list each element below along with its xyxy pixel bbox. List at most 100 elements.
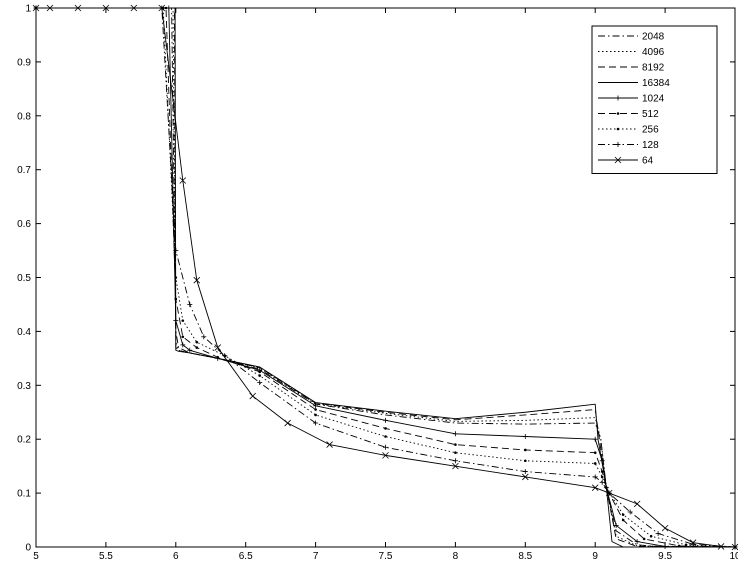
legend-label: 16384: [642, 78, 670, 89]
data-point: [522, 469, 528, 475]
data-point: [216, 355, 220, 359]
data-point: [314, 408, 317, 411]
legend-entry-1024: 1024: [598, 94, 665, 105]
series-line-2048: [36, 7, 735, 548]
legend-marker: [616, 112, 620, 115]
data-point: [326, 441, 333, 448]
legend-marker: [616, 127, 620, 131]
legend-label: 512: [642, 109, 659, 120]
data-point: [179, 177, 187, 184]
x-tick-label: 7: [313, 551, 319, 562]
data-point: [383, 444, 388, 450]
legend-marker: [615, 142, 621, 147]
data-point: [593, 451, 597, 454]
y-tick-label: 0.9: [17, 57, 31, 68]
legend-entry-2048: 2048: [598, 32, 665, 43]
data-point: [174, 297, 178, 301]
legend-entry-512: 512: [598, 109, 659, 120]
data-point: [452, 431, 458, 437]
data-point: [522, 473, 529, 481]
legend-entry-256: 256: [598, 125, 659, 136]
legend-label: 128: [642, 140, 659, 151]
data-point: [621, 513, 625, 516]
x-tick-label: 5: [33, 551, 39, 562]
data-point: [313, 420, 319, 426]
data-point: [187, 347, 193, 353]
series-line-128: [36, 7, 736, 548]
legend-entry-8192: 8192: [598, 63, 665, 74]
x-tick-label: 6.5: [239, 551, 253, 562]
y-tick-label: 0.3: [17, 381, 31, 392]
data-point: [214, 344, 222, 351]
data-point: [258, 374, 261, 377]
legend: 2048 4096 8192 16384 1024 512 256 128 64: [591, 25, 718, 174]
data-point: [173, 318, 179, 324]
legend-marker: [615, 95, 621, 101]
data-point: [181, 335, 185, 339]
data-point: [452, 462, 459, 470]
x-tick-label: 5.5: [99, 551, 113, 562]
series-2048: [36, 7, 735, 548]
data-point: [187, 301, 193, 307]
x-tick-label: 9: [592, 551, 598, 562]
data-point: [454, 451, 457, 454]
data-point: [383, 417, 388, 423]
data-point: [524, 448, 527, 452]
data-point: [201, 334, 207, 340]
data-point: [249, 392, 256, 400]
data-point: [649, 534, 653, 538]
data-point: [689, 539, 697, 546]
data-point: [173, 248, 179, 254]
y-tick-label: 0.8: [17, 111, 31, 122]
legend-label: 4096: [642, 47, 665, 58]
data-point: [180, 342, 186, 348]
data-point: [313, 403, 319, 409]
legend-label: 1024: [642, 94, 665, 105]
legend-entry-128: 128: [598, 140, 659, 151]
legend-label: 2048: [642, 32, 665, 43]
data-point: [258, 370, 261, 374]
x-tick-label: 8: [453, 551, 459, 562]
data-point: [717, 543, 725, 550]
legend-label: 256: [642, 125, 659, 136]
data-point: [384, 427, 387, 430]
legend-entry-64: 64: [598, 156, 654, 167]
legend-entry-16384: 16384: [598, 78, 670, 89]
x-tick-label: 8.5: [518, 551, 532, 562]
data-point: [522, 434, 528, 440]
x-tick-label: 9.5: [658, 551, 672, 562]
data-point: [661, 524, 669, 532]
data-point: [621, 518, 625, 522]
data-point: [642, 537, 646, 541]
data-point: [684, 543, 688, 547]
series-16384: [36, 7, 735, 548]
data-point: [600, 470, 604, 473]
y-tick-label: 0.1: [17, 489, 31, 500]
data-point: [592, 474, 598, 480]
x-tick-label: 6: [173, 551, 179, 562]
data-point: [382, 452, 389, 459]
legend-label: 8192: [642, 63, 665, 74]
data-point: [627, 509, 633, 515]
y-tick-label: 0.2: [17, 435, 31, 446]
legend-box: [591, 25, 718, 174]
y-tick-label: 0.5: [17, 273, 31, 284]
data-point: [633, 500, 641, 508]
x-tick-label: 7.5: [379, 551, 393, 562]
y-tick-label: 1: [25, 4, 31, 15]
data-point: [384, 435, 387, 438]
y-tick-label: 0: [25, 543, 31, 554]
data-point: [593, 462, 597, 465]
data-point: [613, 522, 619, 528]
data-point: [452, 458, 458, 464]
y-tick-label: 0.7: [17, 165, 31, 176]
series-line-512: [36, 7, 736, 548]
data-point: [454, 443, 457, 446]
x-tick-label: 10: [729, 551, 738, 562]
series-line-256: [36, 7, 736, 548]
legend-entry-4096: 4096: [598, 47, 665, 58]
data-point: [599, 458, 605, 464]
data-point: [314, 413, 317, 417]
data-point: [600, 475, 604, 479]
